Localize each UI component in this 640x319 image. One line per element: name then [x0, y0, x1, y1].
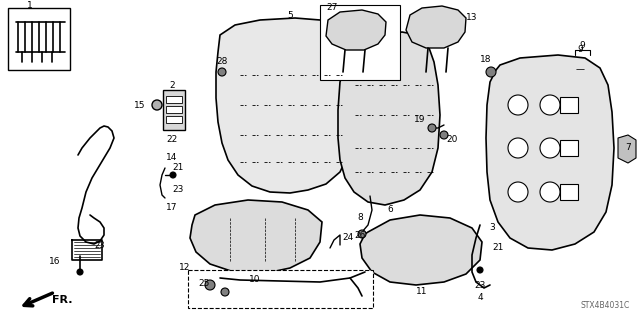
Bar [560, 97, 578, 113]
Text: FR.: FR. [52, 295, 72, 305]
Circle shape [358, 230, 366, 238]
Text: 2: 2 [169, 80, 175, 90]
Polygon shape [338, 32, 440, 205]
Text: 10: 10 [249, 276, 260, 285]
Bar [8, 8, 70, 70]
Circle shape [540, 138, 560, 158]
Text: 24: 24 [342, 234, 354, 242]
Text: 17: 17 [166, 204, 178, 212]
Text: 1: 1 [27, 1, 33, 10]
Circle shape [205, 280, 215, 290]
Polygon shape [618, 135, 636, 163]
Text: 3: 3 [489, 224, 495, 233]
Polygon shape [406, 6, 466, 48]
Circle shape [486, 67, 496, 77]
Polygon shape [486, 55, 614, 250]
Text: 16: 16 [49, 257, 61, 266]
Text: 12: 12 [179, 263, 190, 272]
Text: 8: 8 [357, 213, 363, 222]
Bar [560, 140, 578, 156]
Text: 6: 6 [387, 205, 393, 214]
Bar [166, 106, 182, 113]
Circle shape [152, 100, 162, 110]
Circle shape [508, 138, 528, 158]
Text: —: — [575, 65, 584, 75]
Text: 7: 7 [625, 144, 631, 152]
Text: 27: 27 [326, 4, 338, 12]
Text: 23: 23 [474, 280, 486, 290]
Text: 9: 9 [577, 46, 583, 55]
Text: 22: 22 [166, 136, 178, 145]
Circle shape [170, 172, 176, 178]
Text: STX4B4031C: STX4B4031C [580, 301, 630, 310]
Text: 9: 9 [579, 41, 585, 49]
Circle shape [540, 95, 560, 115]
Bar [188, 270, 373, 308]
Polygon shape [216, 18, 354, 193]
Text: 28: 28 [216, 57, 228, 66]
Circle shape [508, 95, 528, 115]
Bar [166, 116, 182, 123]
Text: 5: 5 [287, 11, 293, 19]
Text: 13: 13 [467, 13, 477, 23]
Text: 21: 21 [492, 243, 504, 253]
Text: 4: 4 [477, 293, 483, 302]
Text: 18: 18 [480, 56, 492, 64]
Text: 20: 20 [446, 136, 458, 145]
Text: 23: 23 [95, 241, 106, 249]
Circle shape [77, 269, 83, 275]
Text: 21: 21 [172, 164, 184, 173]
Text: 19: 19 [414, 115, 426, 124]
Text: 23: 23 [172, 186, 184, 195]
Circle shape [508, 182, 528, 202]
Polygon shape [326, 10, 386, 50]
Polygon shape [360, 215, 482, 285]
Bar [320, 5, 400, 80]
Bar [166, 96, 182, 103]
Circle shape [218, 68, 226, 76]
Text: 25: 25 [198, 278, 210, 287]
Circle shape [540, 182, 560, 202]
Bar [163, 90, 185, 130]
Circle shape [477, 267, 483, 273]
Text: 15: 15 [134, 100, 145, 109]
Circle shape [428, 124, 436, 132]
Circle shape [221, 288, 229, 296]
Polygon shape [190, 200, 322, 274]
Text: 14: 14 [166, 153, 178, 162]
Circle shape [440, 131, 448, 139]
Text: 11: 11 [416, 287, 428, 296]
Bar [560, 184, 578, 200]
Text: 26: 26 [355, 231, 365, 240]
